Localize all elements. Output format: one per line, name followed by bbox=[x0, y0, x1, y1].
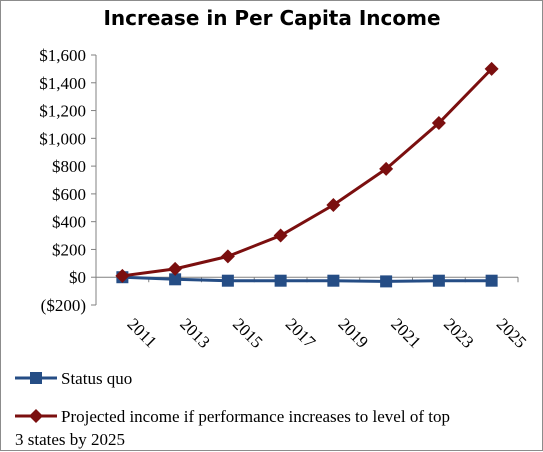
x-tick-label: 2015 bbox=[229, 314, 266, 351]
x-tick-label: 2025 bbox=[493, 314, 530, 351]
x-tick-label: 2021 bbox=[387, 314, 424, 351]
data-point bbox=[380, 275, 393, 288]
y-tick-label: $400 bbox=[52, 213, 86, 232]
y-tick-label: $200 bbox=[52, 240, 86, 259]
y-tick-label: $1,600 bbox=[39, 46, 86, 65]
legend: Status quo Projected income if performan… bbox=[15, 369, 450, 449]
x-axis: 2011 2013 2015 2017 2019 2021 2023 2025 bbox=[95, 276, 530, 352]
y-axis: ($200) $0 $200 $400 $600 $800 $1,000 $1,200 $1,4… bbox=[39, 46, 97, 315]
data-point bbox=[221, 274, 234, 287]
legend-label-status-quo: Status quo bbox=[61, 369, 132, 388]
y-tick-label: ($200) bbox=[41, 296, 86, 315]
data-point bbox=[485, 274, 498, 287]
legend-item-status-quo: Status quo bbox=[15, 369, 132, 388]
series-line bbox=[122, 275, 492, 283]
data-point bbox=[484, 61, 499, 76]
y-tick-label: $0 bbox=[69, 268, 86, 287]
x-tick-label: 2023 bbox=[440, 314, 477, 351]
y-tick-label: $800 bbox=[52, 157, 86, 176]
x-tick-label: 2011 bbox=[124, 314, 161, 351]
y-tick-label: $600 bbox=[52, 185, 86, 204]
chart-title: Increase in Per Capita Income bbox=[103, 6, 440, 30]
series-layer bbox=[115, 61, 499, 288]
y-tick-label: $1,400 bbox=[39, 74, 86, 93]
y-tick-label: $1,200 bbox=[39, 102, 86, 121]
data-point bbox=[431, 116, 446, 131]
data-point bbox=[327, 274, 340, 287]
data-point bbox=[115, 268, 130, 283]
data-point bbox=[379, 161, 394, 176]
y-tick-label: $1,000 bbox=[39, 129, 86, 148]
data-point bbox=[273, 228, 288, 243]
legend-label-projected-line2: 3 states by 2025 bbox=[15, 430, 125, 449]
data-point bbox=[274, 274, 287, 287]
data-point bbox=[432, 274, 445, 287]
x-tick-label: 2019 bbox=[335, 314, 372, 351]
series-line bbox=[122, 67, 493, 278]
x-tick-label: 2017 bbox=[282, 314, 320, 352]
legend-item-projected: Projected income if performance increase… bbox=[15, 407, 450, 449]
x-tick-label: 2013 bbox=[176, 314, 213, 351]
legend-label-projected-line1: Projected income if performance increase… bbox=[61, 407, 450, 426]
legend-marker-square bbox=[30, 372, 42, 384]
data-point bbox=[168, 261, 183, 276]
data-point bbox=[220, 249, 235, 264]
legend-marker-diamond bbox=[29, 409, 43, 423]
data-point bbox=[326, 198, 341, 212]
series-projected-income bbox=[115, 61, 499, 283]
data-point bbox=[169, 273, 182, 286]
